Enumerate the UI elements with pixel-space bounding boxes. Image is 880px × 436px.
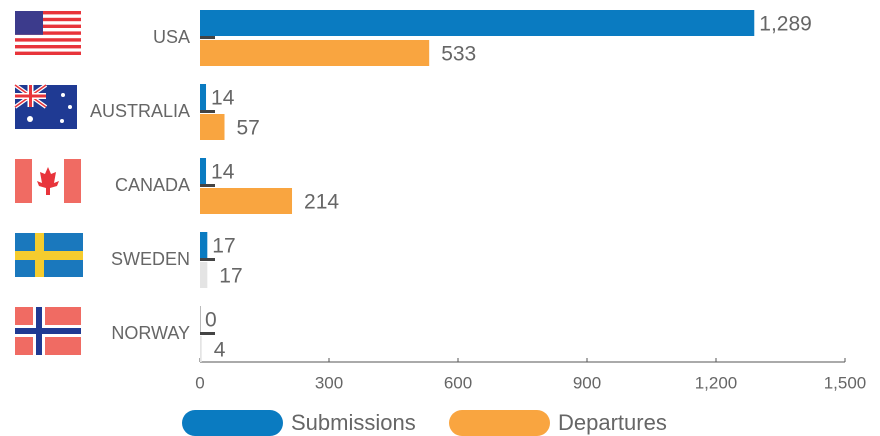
category-label: USA xyxy=(153,27,190,47)
flag-sweden xyxy=(15,233,83,277)
legend-swatch xyxy=(449,410,550,436)
separator xyxy=(200,36,215,39)
bar xyxy=(200,84,207,110)
category-label: NORWAY xyxy=(111,323,190,343)
flag-australia xyxy=(13,83,77,129)
value-label: 57 xyxy=(237,117,260,140)
x-tick-label: 0 xyxy=(195,373,204,392)
value-label: 533 xyxy=(441,43,476,66)
bar xyxy=(200,232,208,258)
separator xyxy=(200,258,215,261)
separator xyxy=(200,184,215,187)
bar xyxy=(200,114,225,140)
flag-usa xyxy=(15,11,81,55)
value-label: 17 xyxy=(219,265,242,288)
category-label: SWEDEN xyxy=(111,249,190,269)
bar xyxy=(200,188,293,214)
value-label: 1,289 xyxy=(759,13,812,36)
category-label: AUSTRALIA xyxy=(90,101,190,121)
x-tick-label: 600 xyxy=(444,373,472,392)
x-tick-label: 1,500 xyxy=(824,373,867,392)
flag-norway xyxy=(15,307,81,355)
value-label: 14 xyxy=(211,87,235,110)
separator xyxy=(200,110,215,113)
value-label: 0 xyxy=(205,309,217,332)
bar xyxy=(200,10,755,36)
legend-swatch xyxy=(182,410,283,436)
bar xyxy=(200,262,208,288)
value-label: 4 xyxy=(214,339,226,362)
value-label: 214 xyxy=(304,191,339,214)
bar xyxy=(200,336,202,362)
bar xyxy=(200,158,207,184)
x-tick-label: 300 xyxy=(315,373,343,392)
value-label: 17 xyxy=(212,235,235,258)
bar xyxy=(200,40,430,66)
separator xyxy=(200,332,215,335)
x-tick-label: 1,200 xyxy=(695,373,738,392)
legend-label: Departures xyxy=(558,410,667,435)
x-tick-label: 900 xyxy=(573,373,601,392)
legend-label: Submissions xyxy=(291,410,416,435)
flag-canada xyxy=(15,159,81,203)
value-label: 14 xyxy=(211,161,235,184)
category-label: CANADA xyxy=(115,175,190,195)
